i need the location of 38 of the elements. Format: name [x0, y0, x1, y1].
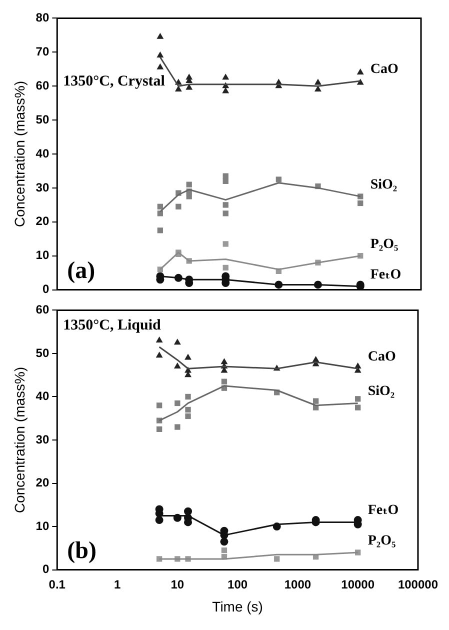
x-tick-label: 100 — [228, 577, 248, 592]
y-tick-label: 10 — [36, 248, 50, 262]
y-tick-label: 30 — [36, 432, 50, 446]
y-axis-title: Concentration (mass%) — [11, 80, 28, 228]
series-label: CaO — [370, 62, 398, 78]
y-tick-label: 10 — [36, 518, 50, 533]
y-tick-label: 60 — [36, 78, 50, 92]
y-tick-label: 40 — [36, 146, 50, 160]
series-label: P₂O₅ — [370, 236, 398, 252]
annotation: (a) — [67, 258, 96, 284]
y-tick-label: 50 — [36, 112, 50, 126]
y-tick-label: 40 — [36, 389, 50, 404]
x-tick-label: 10 — [170, 577, 184, 592]
x-tick-label: 1000 — [284, 577, 312, 592]
y-tick-label: 70 — [36, 44, 50, 58]
y-tick-label: 0 — [42, 562, 50, 576]
y-axis-title: Concentration (mass%) — [11, 366, 28, 514]
y-tick-label: 50 — [36, 346, 50, 360]
x-tick-label: 100000 — [398, 577, 438, 592]
y-tick-label: 80 — [36, 10, 50, 25]
annotation: 1350°C, Crystal — [63, 74, 165, 90]
annotation: (b) — [67, 538, 96, 564]
series-label: FeₜO — [368, 503, 399, 518]
annotation: 1350°C, Liquid — [63, 318, 162, 334]
series-label: SiO₂ — [370, 177, 398, 192]
x-tick-label: 10000 — [341, 577, 375, 592]
x-axis-title: Time (s) — [212, 598, 263, 614]
y-tick-label: 0 — [42, 282, 50, 296]
series-label: P₂O₅ — [368, 533, 396, 548]
series-label: SiO₂ — [368, 384, 395, 400]
x-tick-label: 0.1 — [48, 577, 66, 592]
y-tick-label: 20 — [36, 214, 50, 228]
series-label: CaO — [368, 350, 396, 365]
series-label: FeₜO — [370, 267, 402, 282]
y-tick-label: 20 — [36, 476, 50, 490]
x-tick-label: 1 — [114, 577, 121, 592]
y-tick-label: 60 — [36, 302, 50, 317]
y-tick-label: 30 — [36, 180, 50, 194]
